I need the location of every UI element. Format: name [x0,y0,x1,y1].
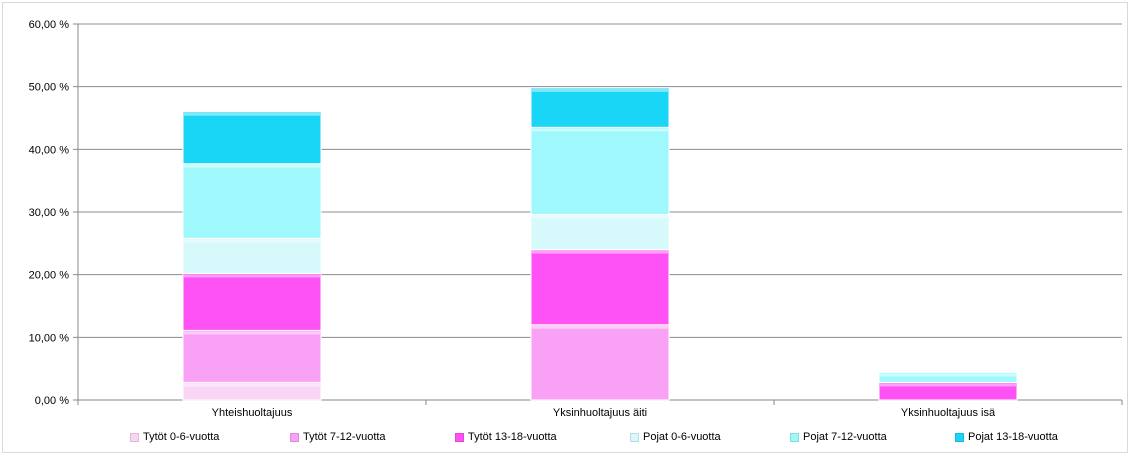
y-axis: 0,00 % 10,00 % 20,00 % 30,00 % 40,00 % 50,00 … [29,19,79,407]
bar-segment [182,329,322,384]
legend-item: Pojat 13-18-vuotta [955,431,1058,443]
legend-swatch [630,432,639,442]
legend-label: Pojat 13-18-vuotta [968,431,1058,443]
bars [182,87,1018,401]
legend-item: Pojat 0-6-vuotta [630,431,721,443]
legend-swatch [130,432,139,442]
bar-highlight [184,164,320,168]
bar-highlight [184,112,320,116]
x-axis: Yhteishuoltajuus Yksinhuoltajuus äiti Yksi… [77,400,1123,419]
bar-segment [530,126,670,216]
bar-highlight [532,325,668,329]
bar-highlight [880,383,1016,387]
legend-item: Tytöt 7-12-vuotta [290,431,386,443]
bar-segment [182,272,322,332]
bar-segment [878,371,1018,384]
y-tick-label: 20,00 % [29,270,70,282]
bar-segment [182,237,322,275]
legend-swatch [290,432,299,442]
bar-highlight [532,250,668,254]
bar-segment [182,163,322,239]
bar-highlight [880,373,1016,377]
legend-label: Pojat 7-12-vuotta [803,431,887,443]
legend-label: Tytöt 7-12-vuotta [303,431,386,443]
y-tick-label: 60,00 % [29,19,70,31]
bar-segment [182,111,322,165]
bar-highlight [184,331,320,335]
legend-swatch [955,432,964,442]
legend-item: Tytöt 0-6-vuotta [130,431,219,443]
legend-item: Pojat 7-12-vuotta [790,431,887,443]
bar-highlight [184,239,320,243]
y-tick-label: 0,00 % [35,395,69,407]
bar-segment [530,324,670,401]
bar-highlight [532,215,668,219]
legend-label: Tytöt 0-6-vuotta [143,431,220,443]
bar-highlight [184,383,320,387]
bar-highlight [532,128,668,132]
bar-segment [530,249,670,326]
bar-highlight [184,274,320,278]
bar-segment [530,87,670,128]
x-tick-label: Yksinhuoltajuus äiti [553,407,647,419]
bar-segment [530,213,670,251]
x-tick-label: Yhteishuoltajuus [212,407,293,419]
x-tick-label: Yksinhuoltajuus isä [901,407,996,419]
y-tick-label: 50,00 % [29,82,70,94]
legend-swatch [455,432,464,442]
y-tick-label: 10,00 % [29,332,70,344]
bar-highlight [532,88,668,92]
y-tick-label: 40,00 % [29,144,70,156]
legend-label: Tytöt 13-18-vuotta [468,431,557,443]
legend: Tytöt 0-6-vuotta Tytöt 7-12-vuotta Tytöt 1… [0,431,1130,449]
legend-label: Pojat 0-6-vuotta [643,431,721,443]
y-tick-label: 30,00 % [29,207,70,219]
legend-swatch [790,432,799,442]
legend-item: Tytöt 13-18-vuotta [455,431,557,443]
